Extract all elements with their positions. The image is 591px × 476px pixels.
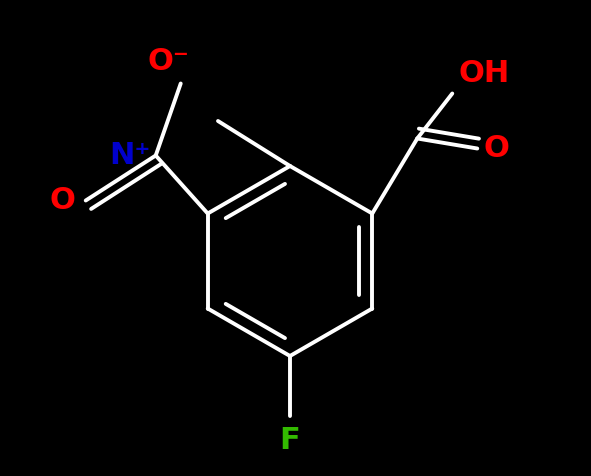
Text: OH: OH — [458, 59, 509, 88]
Text: N⁺: N⁺ — [109, 141, 151, 170]
Text: O⁻: O⁻ — [148, 47, 190, 76]
Text: O: O — [483, 134, 509, 163]
Text: O: O — [50, 186, 76, 215]
Text: F: F — [280, 426, 300, 455]
